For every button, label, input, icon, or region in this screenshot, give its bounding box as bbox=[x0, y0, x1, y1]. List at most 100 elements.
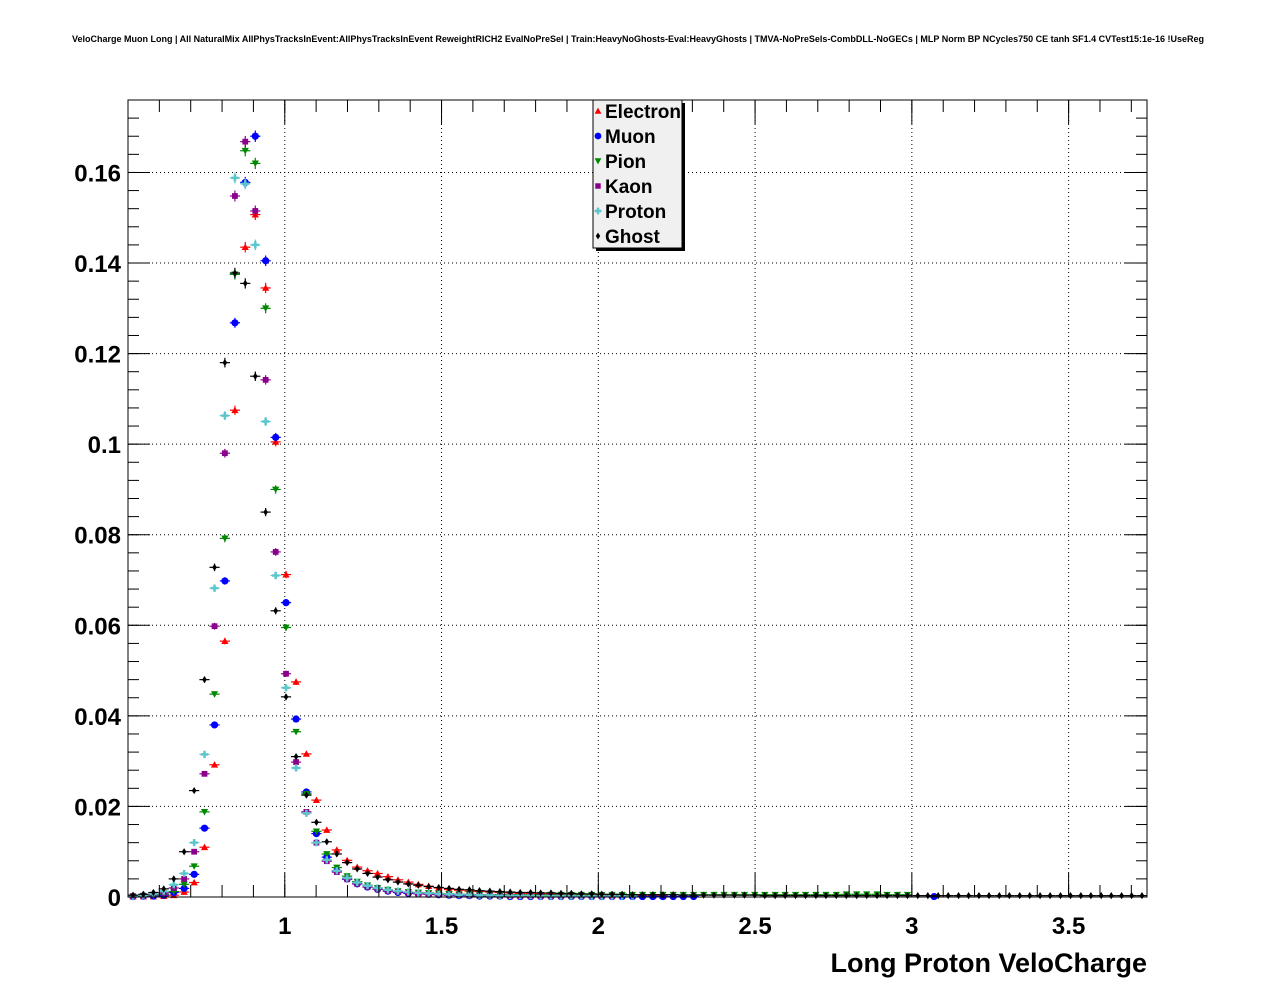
marker-diamond bbox=[1139, 892, 1145, 900]
data-point-proton bbox=[331, 867, 342, 875]
marker-diamond bbox=[1078, 892, 1084, 900]
marker-cross bbox=[272, 571, 280, 580]
data-point-ghost bbox=[586, 890, 597, 898]
marker-diamond bbox=[324, 838, 330, 846]
x-tick-label: 3.5 bbox=[1052, 913, 1085, 940]
data-point-ghost bbox=[1106, 892, 1117, 900]
data-point-electron bbox=[209, 761, 220, 768]
data-point-ghost bbox=[423, 882, 434, 891]
data-point-ghost bbox=[270, 607, 281, 615]
series-ghost bbox=[127, 267, 1148, 900]
data-point-ghost bbox=[250, 371, 261, 381]
marker-triangle-up bbox=[200, 843, 209, 851]
data-point-kaon bbox=[270, 548, 281, 556]
data-point-proton bbox=[321, 856, 332, 864]
marker-circle bbox=[221, 577, 229, 585]
marker-cross bbox=[353, 878, 361, 887]
marker-diamond bbox=[354, 865, 360, 873]
marker-diamond bbox=[222, 359, 228, 367]
data-point-electron bbox=[229, 405, 241, 415]
data-point-ghost bbox=[392, 878, 404, 886]
marker-diamond bbox=[314, 818, 319, 826]
marker-square bbox=[232, 193, 238, 199]
marker-diamond bbox=[252, 372, 258, 380]
data-point-ghost bbox=[219, 357, 230, 368]
data-point-ghost bbox=[780, 892, 791, 900]
data-point-proton bbox=[392, 887, 404, 895]
marker-triangle-down bbox=[262, 305, 270, 312]
data-point-ghost bbox=[372, 873, 383, 881]
marker-diamond bbox=[976, 892, 982, 900]
marker-cross bbox=[302, 809, 311, 817]
legend-marker-diamond bbox=[595, 232, 601, 240]
marker-cross bbox=[190, 839, 198, 847]
data-point-muon bbox=[250, 130, 261, 142]
marker-diamond bbox=[334, 850, 340, 858]
data-point-ghost bbox=[841, 892, 852, 900]
marker-square bbox=[283, 670, 289, 677]
data-point-kaon bbox=[260, 375, 271, 385]
tick-labels: 0 0.02 0.04 0.06 0.08 0.1 0.12 0.14 0.16 1 1.5 2 2.5… bbox=[74, 160, 1085, 940]
data-point-muon bbox=[270, 432, 281, 442]
data-point-ghost bbox=[362, 869, 373, 878]
data-point-ghost bbox=[1045, 892, 1056, 900]
marker-circle bbox=[292, 715, 300, 723]
data-point-kaon bbox=[229, 190, 241, 202]
marker-diamond bbox=[344, 858, 350, 867]
legend-label: Pion bbox=[605, 152, 646, 173]
marker-circle bbox=[272, 433, 280, 441]
marker-diamond bbox=[966, 892, 971, 900]
data-point-pion bbox=[209, 691, 220, 698]
marker-circle bbox=[200, 824, 209, 832]
x-tick-label: 1 bbox=[278, 913, 291, 940]
marker-circle bbox=[251, 132, 259, 140]
data-point-ghost bbox=[403, 880, 414, 888]
data-point-proton bbox=[240, 178, 251, 190]
marker-square bbox=[181, 876, 188, 882]
data-point-ghost bbox=[535, 889, 546, 897]
marker-diamond bbox=[1047, 892, 1053, 900]
marker-cross bbox=[496, 892, 504, 900]
data-point-ghost bbox=[759, 892, 770, 900]
marker-diamond bbox=[1037, 892, 1043, 900]
data-point-kaon bbox=[280, 670, 292, 677]
data-point-pion bbox=[270, 485, 281, 494]
data-point-muon bbox=[290, 715, 302, 723]
data-point-muon bbox=[199, 824, 210, 832]
marker-cross bbox=[251, 241, 259, 249]
marker-cross bbox=[465, 891, 474, 899]
data-point-pion bbox=[290, 728, 302, 736]
marker-diamond bbox=[945, 892, 951, 900]
marker-diamond bbox=[996, 892, 1002, 900]
data-point-proton bbox=[280, 684, 292, 692]
marker-diamond bbox=[191, 786, 197, 795]
legend-entry-kaon: Kaon bbox=[595, 177, 653, 198]
data-point-ghost bbox=[321, 838, 332, 846]
legend: Electron Muon Pion Kaon Proton Ghost bbox=[592, 99, 685, 251]
x-tick-label: 2.5 bbox=[738, 913, 771, 940]
marker-cross bbox=[363, 882, 372, 890]
data-point-ghost bbox=[657, 891, 668, 899]
marker-triangle-down bbox=[200, 808, 209, 816]
data-point-ghost bbox=[148, 888, 159, 897]
marker-square bbox=[272, 549, 279, 555]
data-point-pion bbox=[199, 808, 210, 816]
data-point-ghost bbox=[678, 891, 689, 899]
data-point-ghost bbox=[800, 892, 811, 900]
data-point-ghost bbox=[892, 892, 903, 900]
data-point-kaon bbox=[189, 848, 200, 855]
marker-diamond bbox=[558, 889, 564, 897]
marker-diamond bbox=[385, 876, 391, 884]
marker-diamond bbox=[375, 873, 380, 881]
legend-marker-square bbox=[595, 183, 601, 189]
data-point-muon bbox=[209, 721, 220, 729]
marker-diamond bbox=[426, 882, 432, 891]
marker-diamond bbox=[986, 892, 992, 900]
data-point-proton bbox=[362, 882, 373, 890]
data-point-ghost bbox=[342, 858, 353, 867]
marker-diamond bbox=[283, 693, 289, 701]
marker-diamond bbox=[650, 891, 656, 899]
marker-cross bbox=[445, 890, 453, 898]
y-tick-label: 0.08 bbox=[74, 523, 121, 550]
